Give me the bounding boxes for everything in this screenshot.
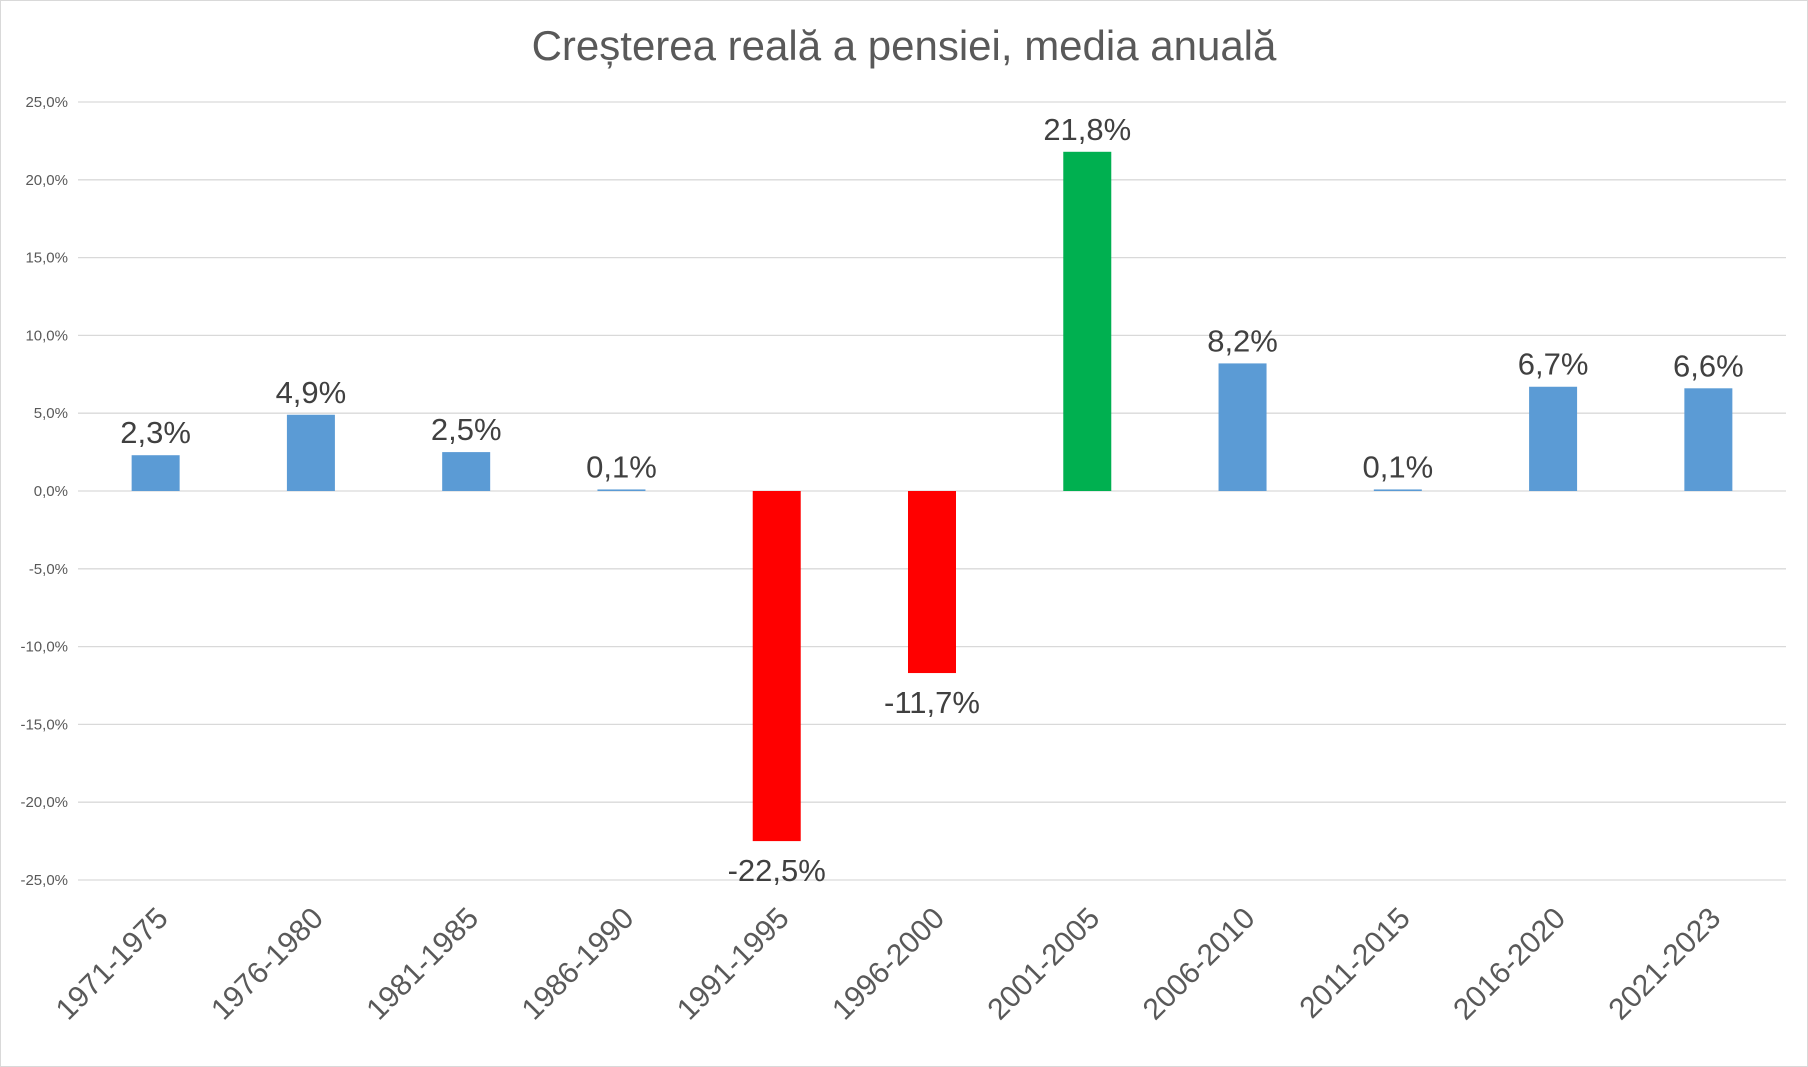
y-tick-label: -25,0%	[20, 872, 68, 889]
y-tick-label: 20,0%	[25, 172, 68, 189]
category-label: 1976-1980	[205, 902, 330, 1027]
y-tick-label: -20,0%	[20, 794, 68, 811]
bar	[1684, 388, 1733, 491]
bar	[752, 491, 801, 842]
category-label: 2011-2015	[1294, 902, 1417, 1025]
y-tick-label: -10,0%	[20, 639, 68, 656]
y-tick-label: 15,0%	[25, 250, 68, 267]
bar	[1063, 151, 1112, 492]
bar	[1529, 386, 1578, 491]
category-label: 1971-1975	[50, 902, 175, 1027]
category-label: 2021-2023	[1603, 902, 1728, 1027]
bar	[1218, 363, 1267, 491]
data-label: 6,7%	[1518, 347, 1589, 382]
data-label: 8,2%	[1207, 323, 1278, 358]
y-tick-label: -15,0%	[20, 716, 68, 733]
bar	[131, 455, 180, 491]
bar	[1373, 489, 1422, 491]
bar	[597, 489, 646, 491]
y-tick-label: 0,0%	[34, 483, 68, 500]
bar	[442, 452, 491, 491]
data-label: 6,6%	[1673, 348, 1744, 383]
category-label: 1991-1995	[671, 902, 796, 1027]
data-label: 4,9%	[276, 375, 347, 410]
y-tick-label: -5,0%	[29, 561, 68, 578]
category-label: 1981-1985	[360, 902, 485, 1027]
category-label: 1986-1990	[516, 902, 641, 1027]
bar	[286, 414, 335, 491]
bar	[908, 491, 956, 674]
data-label: -22,5%	[728, 853, 826, 888]
data-label: 0,1%	[1362, 449, 1433, 484]
y-tick-label: 5,0%	[34, 405, 68, 422]
data-label: 2,5%	[431, 412, 502, 447]
data-label: 2,3%	[120, 415, 191, 450]
data-label: -11,7%	[884, 685, 980, 720]
category-label: 2001-2005	[981, 902, 1106, 1027]
data-label: 21,8%	[1043, 112, 1131, 147]
category-label: 2016-2020	[1447, 902, 1572, 1027]
category-label: 2006-2010	[1137, 902, 1262, 1027]
chart-title: Creșterea reală a pensiei, media anuală	[531, 22, 1277, 69]
category-label: 1996-2000	[826, 902, 951, 1027]
y-tick-label: 10,0%	[25, 327, 68, 344]
data-label: 0,1%	[586, 449, 657, 484]
y-tick-label: 25,0%	[25, 94, 68, 111]
